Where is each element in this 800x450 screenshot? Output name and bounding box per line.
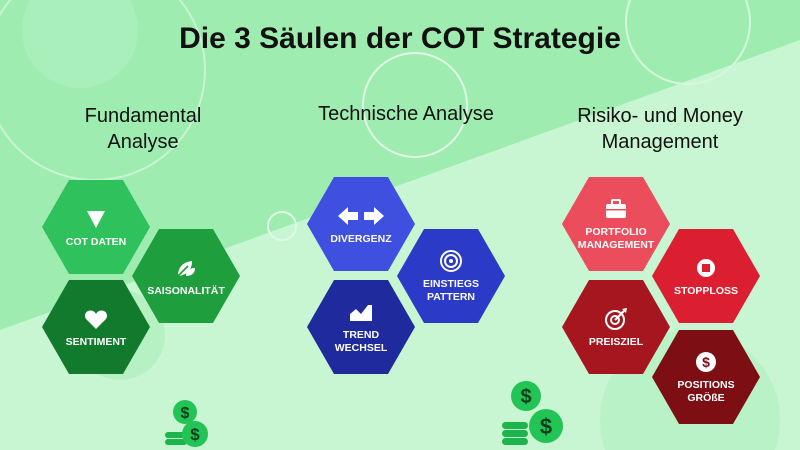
dollar-icon: $ [693, 349, 719, 375]
hex-label: PREISZIEL [588, 335, 644, 348]
money-coins-icon: $ $ [165, 400, 208, 447]
double-arrow-icon [337, 203, 385, 229]
briefcase-icon [603, 196, 629, 222]
hex-label: SENTIMENT [65, 335, 127, 348]
hex-label: PORTFOLIO MANAGEMENT [577, 226, 655, 251]
svg-text:$: $ [702, 354, 710, 370]
hex-label: SAISONALITÄT [147, 284, 225, 297]
hex-label: STOPPLOSS [674, 284, 738, 297]
deco-blob [22, 0, 138, 88]
hex-portfolio-management: PORTFOLIO MANAGEMENT [562, 177, 670, 271]
svg-text:$: $ [181, 405, 190, 422]
hex-label: COT DATEN [65, 235, 127, 248]
target-icon [438, 248, 464, 274]
svg-text:$: $ [540, 414, 552, 439]
column-heading-technical: Technische Analyse [318, 103, 494, 125]
column-heading-risk: Risiko- und Money Management [577, 105, 743, 153]
deco-circle [625, 0, 751, 85]
svg-text:$: $ [520, 386, 531, 408]
hex-label: DIVERGENZ [330, 232, 392, 245]
stop-icon [693, 255, 719, 281]
hex-divergenz: DIVERGENZ [307, 177, 415, 271]
chart-icon [348, 299, 374, 325]
page-title: Die 3 Säulen der COT Strategie [179, 22, 621, 55]
hex-label: TREND WECHSEL [334, 329, 388, 354]
deco-circle [267, 211, 297, 241]
crosshair-icon [603, 306, 629, 332]
leaves-icon [173, 255, 199, 281]
column-heading-fundamental: Fundamental Analyse [84, 105, 202, 153]
deco-circle [362, 52, 468, 158]
hex-label: POSITIONS GRÖßE [677, 379, 735, 404]
money-coins-icon: $ $ [502, 381, 563, 445]
svg-text:$: $ [190, 425, 200, 444]
triangle-down-icon [83, 206, 109, 232]
hex-label: EINSTIEGS PATTERN [422, 278, 479, 303]
heart-icon [83, 306, 109, 332]
